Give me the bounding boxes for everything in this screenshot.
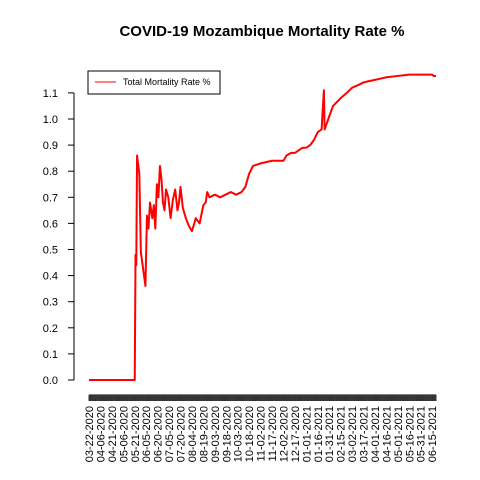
x-tick-label: 06-20-2020	[153, 406, 165, 462]
x-tick-label: 08-19-2020	[198, 406, 210, 462]
x-tick-label: 12-02-2020	[278, 406, 290, 462]
x-tick-label: 09-03-2020	[210, 406, 222, 462]
x-tick-label: 06-05-2020	[141, 406, 153, 462]
y-tick-label: 0.4	[43, 271, 58, 283]
x-tick-label: 03-22-2020	[84, 406, 96, 462]
x-tick-label: 03-02-2021	[347, 406, 359, 462]
x-tick-label: 04-21-2020	[107, 406, 119, 462]
y-tick-label: 1.1	[43, 88, 58, 100]
y-tick-label: 1.0	[43, 114, 58, 126]
x-tick-label: 05-21-2020	[130, 406, 142, 462]
y-tick-label: 0.1	[43, 349, 58, 361]
x-tick-label: 03-17-2021	[359, 406, 371, 462]
y-tick-label: 0.5	[43, 245, 58, 257]
x-tick-label: 01-31-2021	[324, 406, 336, 462]
y-tick-label: 0.2	[43, 323, 58, 335]
x-tick-label: 06-15-2021	[427, 406, 439, 462]
x-axis: 03-22-2020 04-06-2020 04-21-2020 05-06-2020…	[84, 394, 439, 462]
x-tick-label: 05-06-2020	[118, 406, 130, 462]
plot-area	[89, 73, 436, 381]
legend: Total Mortality Rate %	[87, 70, 221, 95]
x-tick-label: 08-04-2020	[187, 406, 199, 462]
y-tick-label: 0.9	[43, 140, 58, 152]
x-tick-label: 05-01-2021	[393, 406, 405, 462]
y-tick-label: 0.3	[43, 297, 58, 309]
y-tick-label: 0.6	[43, 218, 58, 230]
x-tick-label: 04-16-2021	[381, 406, 393, 462]
x-tick-label: 02-15-2021	[336, 406, 348, 462]
x-tick-label: 12-17-2020	[290, 406, 302, 462]
y-tick-label: 0.0	[43, 375, 58, 387]
x-tick-label: 04-01-2021	[370, 406, 382, 462]
x-tick-label: 07-05-2020	[164, 406, 176, 462]
x-tick-label: 01-16-2021	[313, 406, 325, 462]
x-tick-label: 10-03-2020	[233, 406, 245, 462]
series-line-total-mortality-rate	[89, 73, 436, 381]
x-tick-label: 05-16-2021	[404, 406, 416, 462]
x-tick-label: 05-31-2021	[416, 406, 428, 462]
y-tick-label: 0.8	[43, 166, 58, 178]
chart-title: COVID-19 Mozambique Mortality Rate %	[119, 23, 404, 40]
x-tick-label: 07-20-2020	[176, 406, 188, 462]
x-tick-label: 11-17-2020	[267, 406, 279, 461]
x-tick-label: 10-18-2020	[244, 406, 256, 462]
x-tick-label: 01-01-2021	[301, 406, 313, 462]
y-axis: 0.0 0.1 0.2 0.3 0.4 0.5 0.6 0.7 0.8 0.9 1.0 1.1	[43, 88, 75, 387]
x-tick-label: 11-02-2020	[256, 406, 268, 461]
y-tick-label: 0.7	[43, 192, 58, 204]
x-tick-label: 04-06-2020	[95, 406, 107, 462]
x-tick-label: 09-18-2020	[221, 406, 233, 462]
legend-label: Total Mortality Rate %	[123, 77, 211, 87]
legend-box	[87, 70, 221, 95]
